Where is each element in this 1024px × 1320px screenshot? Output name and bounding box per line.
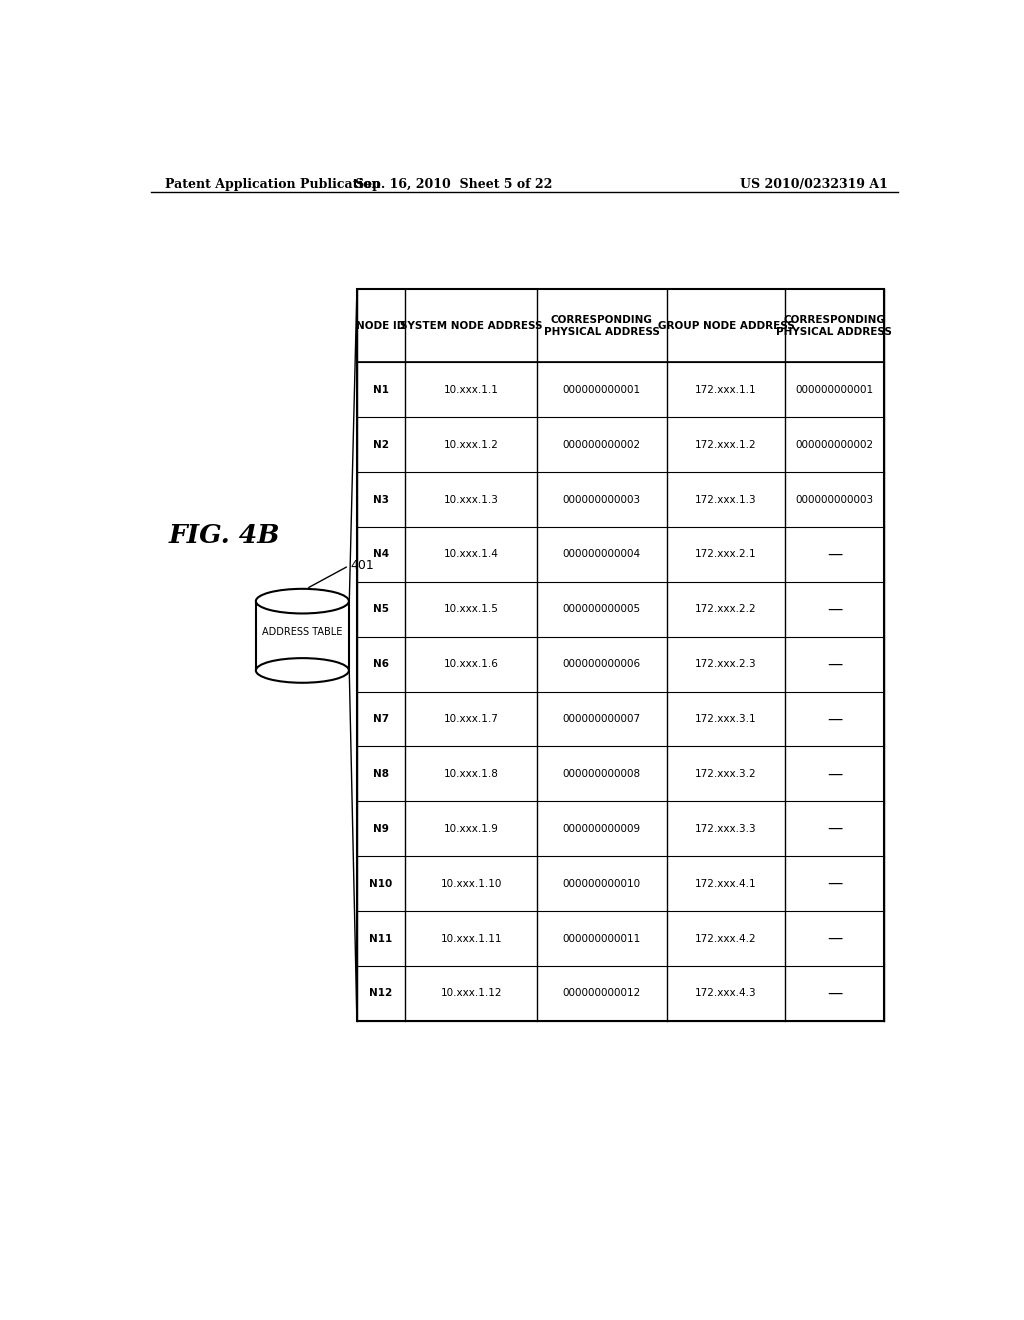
Ellipse shape: [256, 659, 349, 682]
Text: N5: N5: [373, 605, 389, 614]
Text: N3: N3: [373, 495, 389, 504]
Text: 172.xxx.4.2: 172.xxx.4.2: [695, 933, 757, 944]
Text: 000000000004: 000000000004: [563, 549, 641, 560]
Text: 172.xxx.4.3: 172.xxx.4.3: [695, 989, 757, 998]
Text: 000000000005: 000000000005: [563, 605, 641, 614]
Text: NODE ID: NODE ID: [356, 321, 406, 331]
Text: 10.xxx.1.1: 10.xxx.1.1: [443, 385, 499, 395]
Bar: [356, 289, 884, 1020]
Text: —: —: [826, 821, 842, 837]
Text: 000000000008: 000000000008: [563, 770, 641, 779]
Text: 000000000001: 000000000001: [563, 385, 641, 395]
Text: 000000000002: 000000000002: [563, 440, 641, 450]
Text: 10.xxx.1.3: 10.xxx.1.3: [443, 495, 499, 504]
Text: 10.xxx.1.7: 10.xxx.1.7: [443, 714, 499, 725]
Text: 10.xxx.1.10: 10.xxx.1.10: [440, 879, 502, 888]
Text: 000000000003: 000000000003: [796, 495, 873, 504]
Text: Patent Application Publication: Patent Application Publication: [165, 178, 381, 190]
Bar: [256, 601, 349, 671]
Text: —: —: [826, 711, 842, 726]
Text: Sep. 16, 2010  Sheet 5 of 22: Sep. 16, 2010 Sheet 5 of 22: [354, 178, 552, 190]
Text: 000000000011: 000000000011: [563, 933, 641, 944]
Text: CORRESPONDING
PHYSICAL ADDRESS: CORRESPONDING PHYSICAL ADDRESS: [776, 314, 892, 337]
Text: 000000000009: 000000000009: [563, 824, 641, 834]
Text: —: —: [826, 986, 842, 1001]
Text: 000000000006: 000000000006: [563, 659, 641, 669]
Text: —: —: [826, 602, 842, 616]
Text: N6: N6: [373, 659, 389, 669]
Text: 172.xxx.3.2: 172.xxx.3.2: [695, 770, 757, 779]
Text: 172.xxx.1.1: 172.xxx.1.1: [695, 385, 757, 395]
Text: 172.xxx.3.1: 172.xxx.3.1: [695, 714, 757, 725]
Text: 000000000002: 000000000002: [796, 440, 873, 450]
Text: 172.xxx.1.2: 172.xxx.1.2: [695, 440, 757, 450]
Text: 172.xxx.1.3: 172.xxx.1.3: [695, 495, 757, 504]
Text: 000000000010: 000000000010: [563, 879, 641, 888]
Text: US 2010/0232319 A1: US 2010/0232319 A1: [739, 178, 888, 190]
Text: 10.xxx.1.4: 10.xxx.1.4: [443, 549, 499, 560]
Text: 000000000001: 000000000001: [796, 385, 873, 395]
Text: —: —: [826, 656, 842, 672]
Text: FIG. 4B: FIG. 4B: [168, 523, 280, 548]
Text: 172.xxx.3.3: 172.xxx.3.3: [695, 824, 757, 834]
Text: SYSTEM NODE ADDRESS: SYSTEM NODE ADDRESS: [400, 321, 543, 331]
Text: 172.xxx.2.3: 172.xxx.2.3: [695, 659, 757, 669]
Text: CORRESPONDING
PHYSICAL ADDRESS: CORRESPONDING PHYSICAL ADDRESS: [544, 314, 659, 337]
Text: 10.xxx.1.6: 10.xxx.1.6: [443, 659, 499, 669]
Text: 000000000007: 000000000007: [563, 714, 641, 725]
Text: N9: N9: [373, 824, 389, 834]
Text: —: —: [826, 876, 842, 891]
Text: —: —: [826, 767, 842, 781]
Text: —: —: [826, 546, 842, 562]
Text: 10.xxx.1.2: 10.xxx.1.2: [443, 440, 499, 450]
Text: N7: N7: [373, 714, 389, 725]
Text: N11: N11: [370, 933, 392, 944]
Text: 172.xxx.2.1: 172.xxx.2.1: [695, 549, 757, 560]
Text: N8: N8: [373, 770, 389, 779]
Text: N12: N12: [370, 989, 392, 998]
Ellipse shape: [256, 589, 349, 614]
Text: ADDRESS TABLE: ADDRESS TABLE: [262, 627, 343, 638]
Text: 172.xxx.4.1: 172.xxx.4.1: [695, 879, 757, 888]
Text: 10.xxx.1.12: 10.xxx.1.12: [440, 989, 502, 998]
Text: 10.xxx.1.5: 10.xxx.1.5: [443, 605, 499, 614]
Text: 000000000012: 000000000012: [563, 989, 641, 998]
Text: GROUP NODE ADDRESS: GROUP NODE ADDRESS: [657, 321, 795, 331]
Text: N4: N4: [373, 549, 389, 560]
Text: 10.xxx.1.9: 10.xxx.1.9: [443, 824, 499, 834]
Text: N10: N10: [370, 879, 392, 888]
Text: 172.xxx.2.2: 172.xxx.2.2: [695, 605, 757, 614]
Text: N1: N1: [373, 385, 389, 395]
Text: 10.xxx.1.8: 10.xxx.1.8: [443, 770, 499, 779]
Text: 401: 401: [350, 560, 374, 573]
Text: N2: N2: [373, 440, 389, 450]
Text: 000000000003: 000000000003: [563, 495, 641, 504]
Text: —: —: [826, 931, 842, 946]
Text: 10.xxx.1.11: 10.xxx.1.11: [440, 933, 502, 944]
